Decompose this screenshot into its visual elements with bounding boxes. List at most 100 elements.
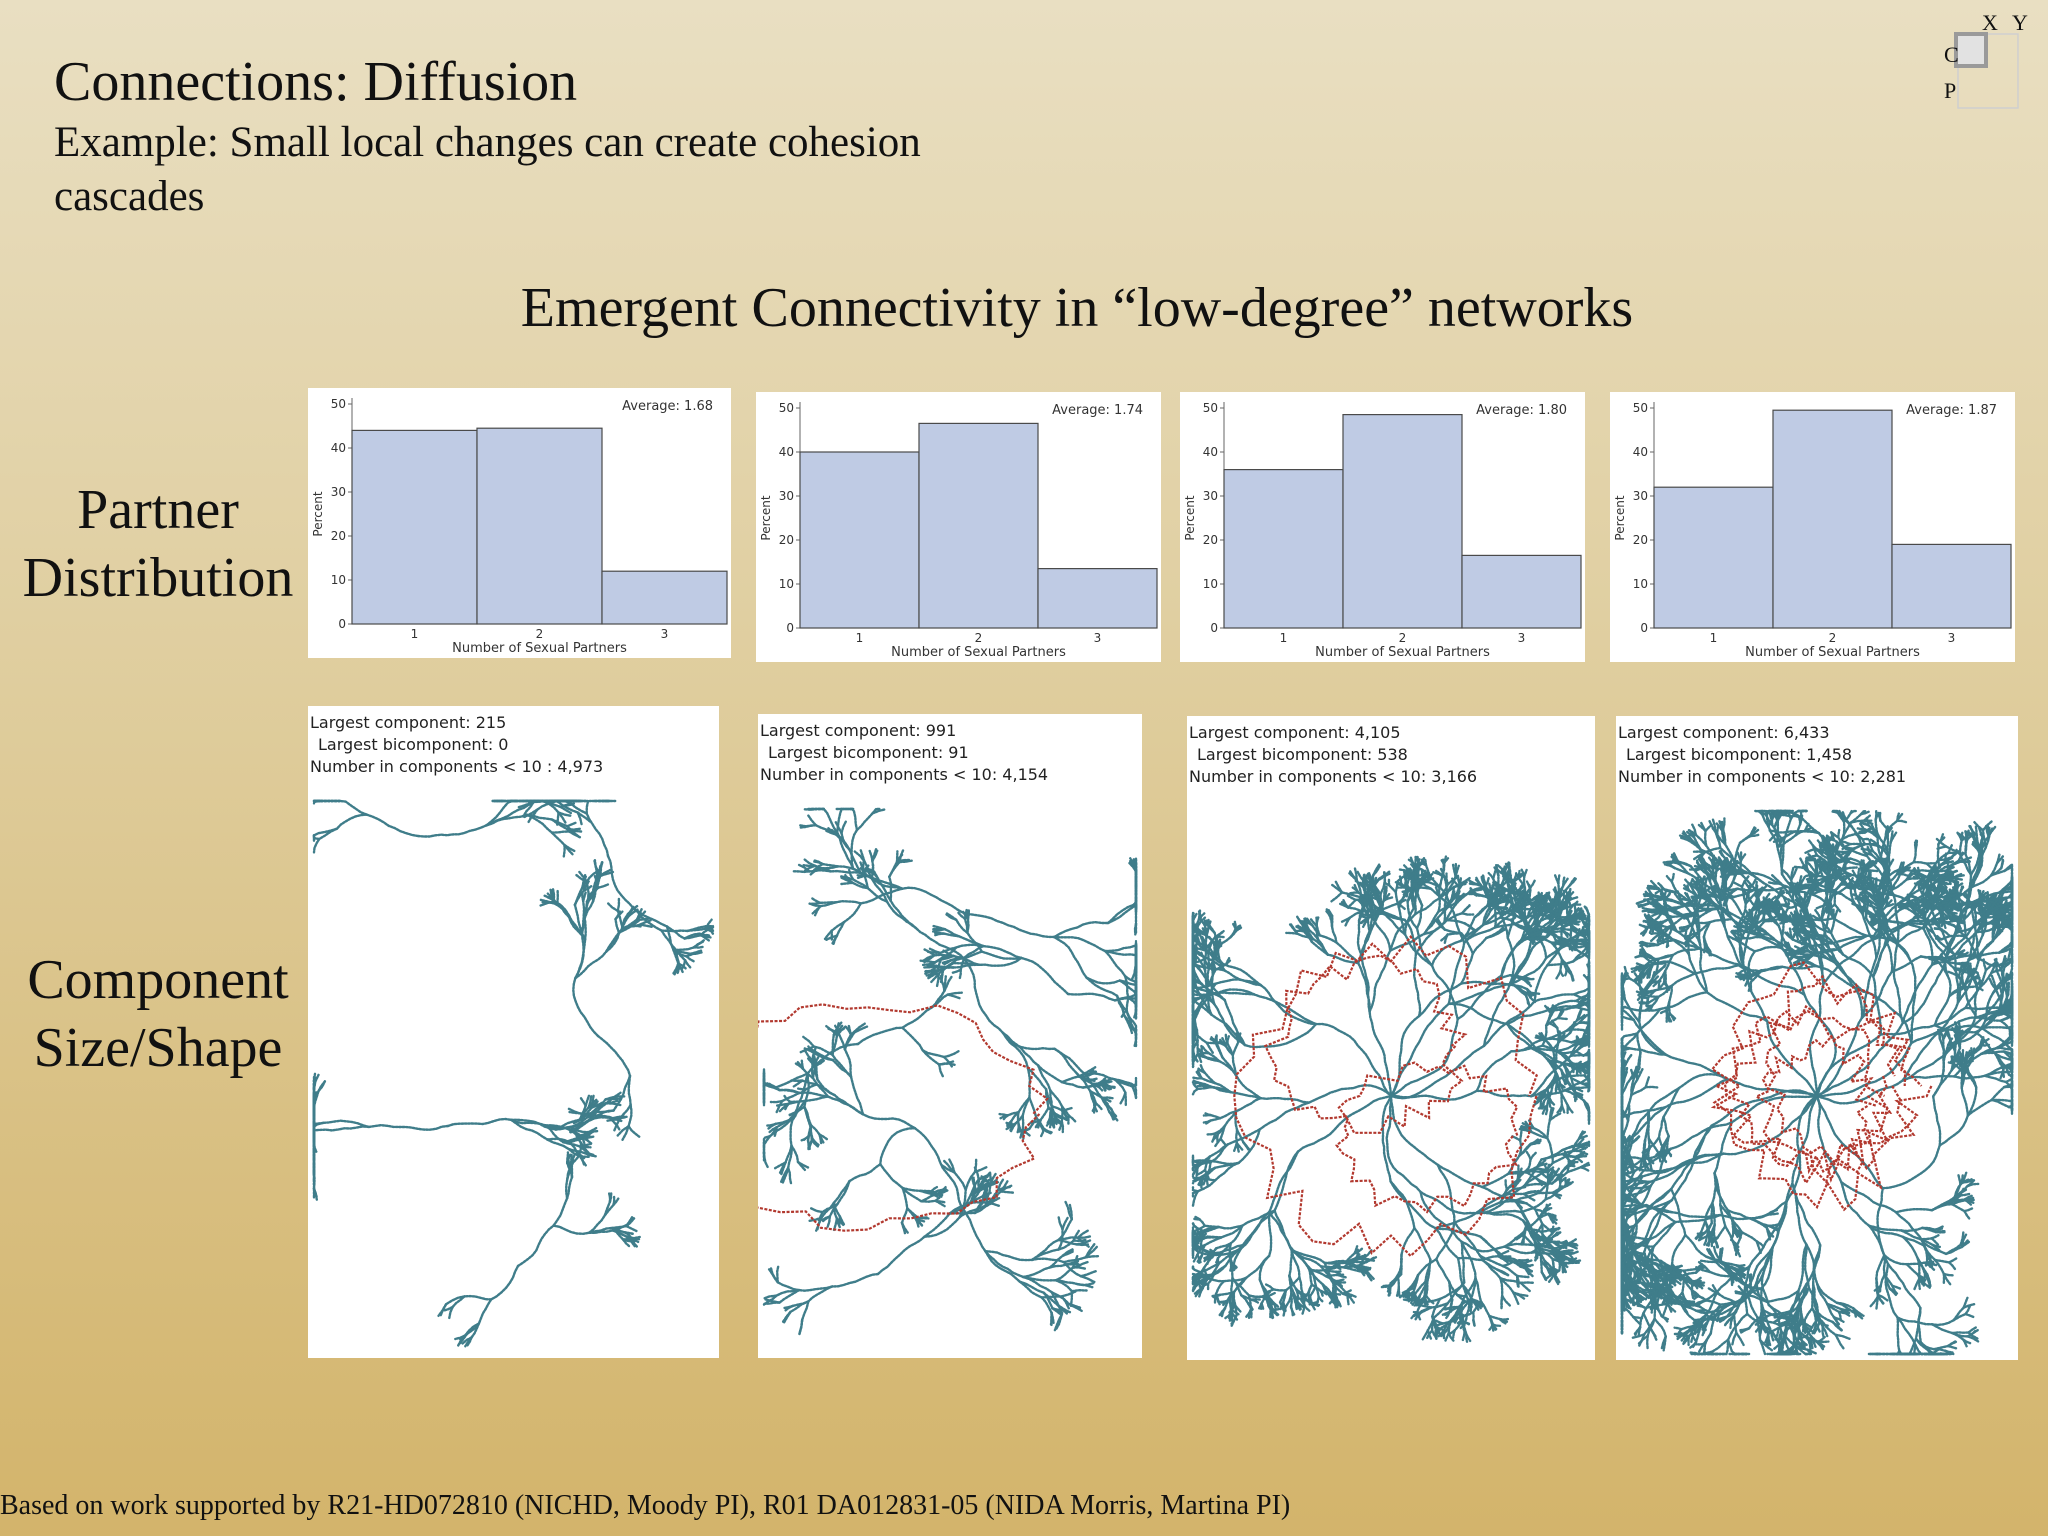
tree-branch — [1547, 1006, 1579, 1012]
tree-branch — [1104, 943, 1138, 953]
bar-2 — [1772, 409, 1893, 629]
tree-branch — [1514, 1200, 1523, 1209]
tree-branch — [1060, 1290, 1077, 1298]
tree-branch — [464, 1336, 473, 1348]
tree-branch — [1046, 1116, 1052, 1125]
tree-branch — [610, 1226, 625, 1241]
tree-branch — [813, 862, 824, 872]
tree-branch — [776, 1281, 801, 1292]
tree-branch — [1582, 1099, 1591, 1114]
tree-branch — [1354, 1252, 1362, 1260]
tree-branch — [1013, 1114, 1024, 1126]
largest-bicomponent-1: Largest bicomponent: 0 — [318, 735, 509, 754]
tree-branch — [1200, 1082, 1207, 1089]
tree-branch — [809, 866, 822, 876]
tree-branch — [1403, 1287, 1414, 1296]
tree-branch — [1802, 941, 1814, 956]
tree-branch — [683, 934, 702, 940]
tree-branch — [680, 959, 687, 970]
tree-branch — [1385, 1094, 1422, 1194]
tree-branch — [1536, 1243, 1546, 1262]
network-panel-1: Largest component: 215 Largest bicompone… — [308, 706, 719, 1358]
tree-branch — [797, 1285, 834, 1292]
tree-branch — [1469, 1277, 1477, 1301]
section-heading: Emergent Connectivity in “low-degree” ne… — [0, 276, 2048, 340]
tree-branch — [1547, 1004, 1578, 1012]
tree-branch — [509, 1118, 558, 1131]
bar-1 — [799, 451, 920, 629]
tree-branch — [1195, 1238, 1201, 1246]
tree-branch — [1389, 1180, 1437, 1230]
tree-branch — [578, 1145, 592, 1149]
tree-branch — [1223, 998, 1246, 1047]
tree-branch — [1560, 1092, 1569, 1107]
row-label-component-line1: Component — [27, 949, 289, 1011]
tree-branch — [1565, 1178, 1571, 1187]
tree-branch — [1346, 1292, 1358, 1299]
tree-branch — [522, 800, 535, 818]
tree-branch — [335, 813, 368, 830]
tree-branch — [1453, 1320, 1463, 1332]
tree-branch — [532, 799, 560, 804]
tree-branch — [1414, 897, 1441, 916]
tree-branch — [1017, 1123, 1021, 1133]
tree-branch — [527, 808, 539, 824]
tree-branch — [1191, 1222, 1198, 1229]
tree-branch — [1244, 1254, 1271, 1280]
average-label: Average: 1.80 — [1476, 403, 1567, 418]
tree-branch — [550, 818, 569, 831]
tree-branch — [1836, 934, 1869, 951]
tree-branch — [1203, 1071, 1216, 1085]
tree-branch — [1066, 992, 1117, 1002]
tree-branch — [840, 819, 848, 835]
tree-branch — [1348, 898, 1357, 908]
tree-branch — [1197, 1067, 1207, 1075]
tree-branch — [1076, 1235, 1092, 1239]
tree-branch — [1412, 888, 1419, 910]
tree-branch — [1497, 926, 1505, 935]
tree-branch — [1319, 1265, 1346, 1269]
tree-branch — [1053, 1047, 1078, 1075]
y-tick-label: 30 — [779, 489, 794, 503]
bicomponent-loop — [1263, 954, 1468, 1134]
tree-branch — [823, 929, 833, 941]
tree-branch — [822, 807, 839, 834]
tree-branch — [1299, 1298, 1306, 1307]
tree-branch — [1195, 941, 1208, 947]
tree-branch — [1307, 1283, 1314, 1296]
tree-branch — [998, 1112, 1009, 1117]
tree-branch — [1331, 1282, 1336, 1299]
tree-branch — [784, 1144, 793, 1164]
tree-branch — [1382, 890, 1386, 902]
tree-branch — [901, 886, 970, 916]
tree-branch — [470, 1322, 481, 1339]
tree-branch — [1062, 1261, 1083, 1278]
tree-branch — [821, 862, 840, 868]
tree-branch — [1040, 1127, 1045, 1138]
tree-branch — [567, 1147, 586, 1155]
tree-branch — [1529, 1138, 1542, 1146]
tree-branch — [1832, 917, 1869, 938]
tree-branch — [1215, 1257, 1220, 1264]
tree-branch — [1201, 926, 1208, 938]
tree-branch — [1479, 1235, 1503, 1260]
tree-branch — [312, 1187, 318, 1198]
tree-branch — [1544, 905, 1554, 915]
tree-branch — [665, 925, 675, 951]
tree-branch — [782, 1310, 792, 1324]
tree-branch — [1001, 1031, 1040, 1067]
tree-branch — [1229, 1224, 1244, 1245]
tree-branch — [1192, 926, 1202, 936]
tree-branch — [1759, 965, 1784, 973]
tree-branch — [1192, 1253, 1199, 1263]
tree-branch — [1196, 1067, 1203, 1080]
tree-branch — [1348, 909, 1364, 919]
histogram-4: 0 10 20 30 40 50 Percent 1 2 3 Number of Sexual Pa… — [1610, 392, 2015, 662]
tree-branch — [1282, 1305, 1287, 1317]
tree-branch — [811, 1076, 830, 1098]
tree-branch — [879, 1127, 917, 1166]
tree-branch — [444, 1295, 466, 1306]
bar-1 — [351, 429, 478, 625]
tree-branch — [969, 1201, 989, 1205]
tree-branch — [1435, 1325, 1445, 1332]
